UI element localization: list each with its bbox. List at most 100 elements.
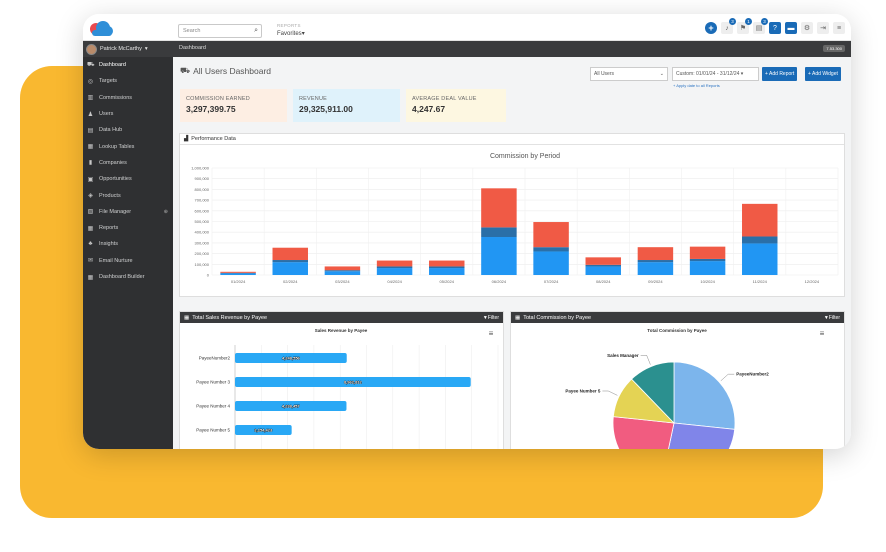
- sidebar-item-companies[interactable]: ▮ Companies: [83, 155, 173, 171]
- kpi-label: REVENUE: [299, 96, 327, 102]
- bar-segment[interactable]: [585, 264, 621, 267]
- bar-segment[interactable]: [429, 268, 465, 275]
- commission-payee-title: Total Commission by Payee: [523, 314, 592, 321]
- filter-button[interactable]: ▼Filter: [824, 315, 840, 321]
- bar-segment[interactable]: [533, 247, 569, 252]
- bar-segment[interactable]: [429, 260, 465, 267]
- reports-label: REPORTS: [277, 23, 301, 28]
- bar-segment[interactable]: [742, 203, 778, 237]
- sidebar-item-label: Products: [99, 192, 121, 199]
- user-menu[interactable]: Patrick McCarthy ▾: [83, 41, 173, 57]
- sidebar-item-email-nurture[interactable]: ✉ Email Nurture: [83, 253, 173, 269]
- hamburger-icon[interactable]: ≡: [489, 329, 494, 338]
- bar-segment[interactable]: [324, 270, 361, 272]
- y-tick-label: 100,000: [195, 262, 210, 267]
- chevron-down-icon: ⌄: [659, 71, 664, 77]
- menu-icon[interactable]: ≡: [833, 22, 845, 34]
- bar-segment[interactable]: [220, 273, 256, 275]
- bar-segment[interactable]: [376, 260, 413, 267]
- header-bar: Patrick McCarthy ▾ Dashboard 7.53.300: [83, 41, 851, 57]
- sidebar-item-lookup-tables[interactable]: ▦ Lookup Tables: [83, 138, 173, 154]
- bar-segment[interactable]: [742, 236, 778, 244]
- search-placeholder: Search: [183, 28, 201, 34]
- bar-segment[interactable]: [376, 266, 413, 269]
- sidebar-item-opportunities[interactable]: ▣ Opportunities: [83, 171, 173, 187]
- bar-segment[interactable]: [689, 258, 726, 262]
- chat-icon[interactable]: ▬: [785, 22, 797, 34]
- expand-icon[interactable]: ⊕: [163, 208, 168, 215]
- chart-title: Sales Revenue by Payee: [315, 328, 368, 333]
- sales-revenue-panel: ▦ Total Sales Revenue by Payee ▼Filter S…: [179, 311, 504, 449]
- bar-segment[interactable]: [481, 227, 517, 238]
- favorites-dropdown[interactable]: Favorites▾: [277, 30, 305, 37]
- bar-segment[interactable]: [637, 247, 674, 261]
- add-icon[interactable]: +: [705, 22, 717, 34]
- grid-icon: ▦: [87, 274, 94, 281]
- sidebar-item-label: Dashboard Builder: [99, 274, 145, 280]
- y-tick-label: 700,000: [195, 198, 210, 203]
- bar[interactable]: [235, 401, 347, 411]
- y-category-label: Payee Number 4: [196, 404, 230, 409]
- performance-header: ▟ Performance Data: [180, 134, 844, 145]
- bar-segment[interactable]: [324, 271, 361, 275]
- bar-segment[interactable]: [220, 272, 256, 274]
- search-icon[interactable]: ⌕: [254, 27, 258, 34]
- logout-icon[interactable]: ⇥: [817, 22, 829, 34]
- slice-label: PayeeNumber2: [736, 372, 769, 377]
- bar[interactable]: [235, 353, 347, 363]
- x-tick-label: 05/2024: [440, 279, 455, 284]
- documents-icon[interactable]: ▤ 3: [753, 18, 768, 34]
- notifications-icon[interactable]: ♪ 3: [721, 18, 736, 34]
- bar-segment[interactable]: [585, 266, 621, 275]
- bar-segment[interactable]: [533, 222, 569, 248]
- sidebar-item-dashboard-builder[interactable]: ▦ Dashboard Builder: [83, 269, 173, 285]
- bar-segment[interactable]: [220, 271, 256, 273]
- kpi-label: AVERAGE DEAL VALUE: [412, 96, 477, 102]
- pie-slice[interactable]: [673, 361, 736, 430]
- add-widget-button[interactable]: + Add Widget: [805, 67, 841, 81]
- sidebar-item-users[interactable]: ♟ Users: [83, 106, 173, 122]
- building-icon: ▮: [88, 160, 93, 167]
- date-range-select[interactable]: Custom: 01/01/24 - 31/12/24 ▾: [672, 67, 759, 81]
- add-report-button[interactable]: + Add Report: [762, 67, 798, 81]
- sidebar-item-dashboard[interactable]: ⛟ Dashboard: [83, 57, 173, 73]
- sidebar-item-reports[interactable]: ▦ Reports: [83, 220, 173, 236]
- apply-date-link[interactable]: + Apply date to all Reports: [673, 83, 720, 88]
- sidebar-item-targets[interactable]: ◎ Targets: [83, 73, 173, 89]
- sidebar-item-file-manager[interactable]: ▧ File Manager ⊕: [83, 204, 173, 220]
- bar-segment[interactable]: [272, 260, 308, 263]
- bar-segment[interactable]: [324, 266, 361, 271]
- page-title: ⛟ All Users Dashboard: [180, 66, 271, 76]
- pie-slice[interactable]: [612, 416, 675, 449]
- search-input[interactable]: Search ⌕: [178, 24, 262, 38]
- bar-segment[interactable]: [481, 237, 517, 275]
- gear-icon[interactable]: ⚙: [801, 22, 813, 34]
- pie-slice[interactable]: [631, 361, 675, 424]
- bar-segment[interactable]: [742, 243, 778, 275]
- bar-segment[interactable]: [585, 257, 621, 265]
- pie-slice[interactable]: [661, 422, 736, 449]
- hamburger-icon[interactable]: ≡: [820, 329, 825, 338]
- help-icon[interactable]: ?: [769, 22, 781, 34]
- sidebar-item-insights[interactable]: ♣ Insights: [83, 236, 173, 252]
- bar[interactable]: [235, 425, 292, 435]
- bar-segment[interactable]: [533, 251, 569, 275]
- bar-segment[interactable]: [429, 266, 465, 269]
- filter-button[interactable]: ▼Filter: [483, 315, 499, 321]
- sidebar-item-data-hub[interactable]: ▤ Data Hub: [83, 122, 173, 138]
- bar-segment[interactable]: [272, 262, 308, 275]
- bar-segment[interactable]: [689, 246, 726, 259]
- data-label: 8,962,812: [344, 380, 363, 385]
- sidebar-item-products[interactable]: ◈ Products: [83, 187, 173, 203]
- sidebar-item-commissions[interactable]: ▥ Commissions: [83, 90, 173, 106]
- bar-segment[interactable]: [637, 260, 674, 263]
- user-select[interactable]: All Users ⌄: [590, 67, 668, 81]
- data-label: 4,238,457: [282, 404, 301, 409]
- bar-segment[interactable]: [637, 262, 674, 275]
- bar-segment[interactable]: [689, 261, 726, 275]
- bar-segment[interactable]: [481, 188, 517, 228]
- tasks-icon[interactable]: ⚑ 1: [737, 18, 752, 34]
- bar-segment[interactable]: [272, 247, 308, 261]
- bar[interactable]: [235, 377, 471, 387]
- bar-segment[interactable]: [376, 268, 413, 275]
